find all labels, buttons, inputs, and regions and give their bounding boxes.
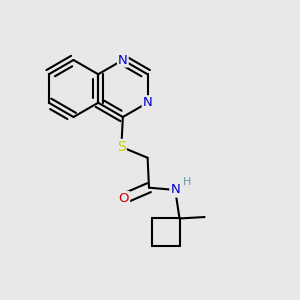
Text: N: N (118, 53, 128, 67)
Text: S: S (117, 140, 126, 154)
Text: H: H (182, 178, 191, 188)
Text: O: O (119, 192, 129, 205)
Text: N: N (170, 184, 180, 196)
Text: N: N (143, 96, 152, 109)
